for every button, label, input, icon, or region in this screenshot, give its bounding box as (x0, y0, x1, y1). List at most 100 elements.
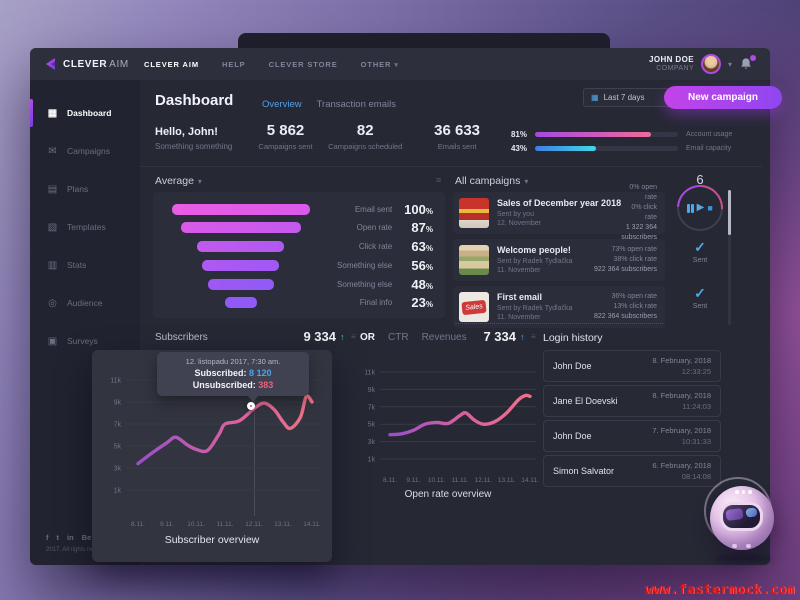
login-history-row[interactable]: Jane El Doevski 8. February, 2018 11:24:03 (543, 385, 721, 417)
funnel-value: 87% (411, 220, 433, 236)
sidebar-footer: f t in Be 2017. All rights reserved (46, 533, 110, 553)
sidebar-item-audience[interactable]: ◎ Audience (30, 284, 140, 322)
campaign-card[interactable]: Sales of December year 2018 Sent by you 12… (453, 184, 665, 241)
average-header[interactable]: Average ▾ (155, 175, 202, 187)
notification-badge (750, 54, 756, 61)
tab-transaction-emails[interactable]: Transaction emails (316, 99, 396, 110)
usage-percent: 81% (510, 129, 527, 139)
subscribers-value: 9 334 (303, 329, 336, 344)
tab-overview[interactable]: Overview (262, 99, 302, 110)
stats-icon: ▥ (47, 259, 58, 271)
svg-text:11k: 11k (364, 370, 375, 377)
check-icon: ✓ (694, 239, 706, 255)
funnel-value: 63% (411, 239, 433, 255)
chevron-down-icon: ▾ (394, 61, 399, 69)
login-history-row[interactable]: Simon Salvator 6. February, 2018 08:14:08 (543, 455, 721, 487)
all-campaigns-header[interactable]: All campaigns ▾ (455, 175, 529, 187)
campaign-thumbnail (459, 198, 489, 228)
plans-icon: ▤ (47, 183, 58, 195)
pause-button[interactable] (687, 203, 694, 213)
campaign-title: Welcome people! (497, 245, 571, 256)
tab-or[interactable]: OR (360, 332, 375, 343)
date-range-value: Last 7 days (603, 93, 645, 102)
metric-tabs: OR CTR Revenues (360, 332, 467, 343)
sidebar-item-stats[interactable]: ▥ Stats (30, 246, 140, 284)
in-social-icon[interactable]: in (67, 533, 74, 542)
login-date: 7. February, 2018 (652, 425, 711, 435)
login-date: 8. February, 2018 (652, 390, 711, 400)
usage-fill (535, 131, 651, 137)
user-avatar[interactable] (700, 54, 721, 74)
subscriber-overview-card: 11k 9k 7k 5k 3k 1k 8.11. 9.11. 10.11. 11.11. 12.11… (92, 350, 332, 562)
sidebar-item-surveys[interactable]: ▣ Surveys (30, 322, 140, 360)
chart-guide-line (253, 398, 255, 516)
f-social-icon[interactable]: f (46, 533, 49, 542)
svg-text:14.11.: 14.11. (303, 521, 321, 528)
campaign-date: 11. November (497, 266, 541, 274)
funnel-row: Something else 56% (159, 257, 433, 273)
new-campaign-button[interactable]: New campaign (664, 86, 782, 109)
campaigns-count: 6 (696, 172, 704, 187)
login-history-row[interactable]: John Doe 7. February, 2018 10:31:33 (543, 420, 721, 452)
app-logo[interactable]: CLEVER AIM (30, 57, 134, 71)
greeting-title: Hello, John! (155, 126, 218, 138)
tooltip-unsubscribed: Unsubscribed: 383 (192, 380, 274, 390)
svg-text:8.11.: 8.11. (383, 477, 397, 484)
t-social-icon[interactable]: t (56, 533, 60, 542)
metric-campaigns-sent: 5 862 Campaigns sent (252, 120, 320, 155)
nav-item[interactable]: CLEVER STORE (268, 59, 338, 69)
funnel-bar (180, 222, 301, 234)
Be-social-icon[interactable]: Be (81, 533, 92, 542)
menu-icon[interactable]: ≡ (531, 332, 536, 341)
menu-icon[interactable]: ≡ (351, 332, 356, 341)
open-rate-value: 7 334 (483, 329, 516, 344)
svg-text:9k: 9k (114, 400, 122, 407)
social-links: f t in Be (46, 533, 110, 542)
robot-eye-icon (745, 507, 758, 518)
login-history-row[interactable]: John Doe 8. February, 2018 12:33:25 (543, 350, 721, 382)
sidebar-item-plans[interactable]: ▤ Plans (30, 170, 140, 208)
metric-label: Campaigns scheduled (328, 142, 403, 151)
sidebar-item-label: Templates (67, 222, 106, 232)
funnel-value: 56% (411, 257, 433, 273)
tab-ctr[interactable]: CTR (388, 332, 409, 343)
campaign-card[interactable]: Sales First email Sent by Radek Tydlačka 11… (453, 286, 665, 328)
funnel-bar (197, 241, 285, 253)
svg-text:11.11.: 11.11. (451, 477, 468, 484)
campaign-list-scrollbar[interactable] (728, 190, 731, 325)
chart-highlight-point[interactable] (247, 401, 255, 410)
date-range-select[interactable]: ▦ Last 7 days ▾ (583, 88, 683, 107)
watermark: www.fastermock.com (645, 583, 795, 598)
campaign-sent-by: Sent by Radek Tydlačka (497, 304, 573, 312)
nav-item[interactable]: OTHER ▾ (360, 59, 399, 69)
logo-text: CLEVER AIM (63, 58, 129, 70)
user-company: COMPANY (656, 64, 694, 72)
sidebar-item-label: Campaigns (67, 146, 110, 156)
svg-text:11k: 11k (110, 378, 121, 385)
notifications-button[interactable] (739, 54, 756, 72)
campaign-open-rate: 73% open rate (611, 245, 657, 253)
svg-text:14.11.: 14.11. (521, 477, 539, 484)
campaign-card[interactable]: Welcome people! Sent by Radek Tydlačka 11.… (453, 239, 665, 281)
nav-item[interactable]: HELP (221, 59, 246, 69)
sidebar-item-templates[interactable]: ▧ Templates (30, 208, 140, 246)
subscriber-overview-caption: Subscriber overview (164, 534, 260, 546)
sidebar-item-dashboard[interactable]: ▦ Dashboard (30, 94, 140, 132)
copyright: 2017. All rights reserved (46, 547, 111, 553)
user-menu-chevron-icon[interactable]: ▾ (727, 59, 732, 69)
nav-item[interactable]: CLEVER AIM (144, 59, 199, 69)
sidebar-item-campaigns[interactable]: ✉ Campaigns (30, 132, 140, 170)
user-name: JOHN DOE (648, 54, 694, 64)
login-date: 6. February, 2018 (652, 460, 711, 470)
usage-track (535, 131, 678, 137)
tab-revenues[interactable]: Revenues (421, 332, 467, 343)
average-menu-icon[interactable]: ≡ (436, 175, 442, 185)
stop-button[interactable]: ■ (707, 202, 713, 213)
svg-text:9k: 9k (368, 387, 376, 394)
svg-text:7k: 7k (114, 422, 122, 429)
funnel-value: 100% (404, 201, 433, 217)
sidebar-item-label: Stats (67, 260, 87, 270)
play-button[interactable]: ▶ (696, 202, 705, 213)
section-divider (140, 166, 762, 167)
campaign-click-rate: 0% click rate (631, 203, 657, 221)
